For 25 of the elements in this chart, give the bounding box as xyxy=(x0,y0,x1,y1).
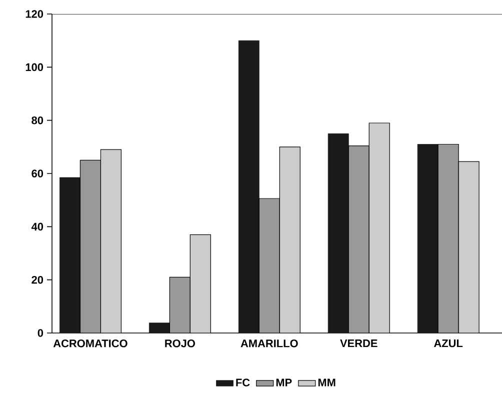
bar xyxy=(258,198,280,333)
bar xyxy=(80,160,102,333)
bar xyxy=(190,234,211,333)
y-tick-label: 20 xyxy=(32,276,44,284)
legend-label: MM xyxy=(318,378,336,386)
x-tick-label: ROJO xyxy=(165,340,195,348)
y-tick-label: 60 xyxy=(32,170,44,178)
y-tick-label: 40 xyxy=(31,222,44,231)
y-tick-label: 120 xyxy=(26,10,44,18)
x-tick-label: ACROMATICO xyxy=(53,340,128,348)
bar xyxy=(348,146,370,333)
y-tick-label: 80 xyxy=(32,116,44,124)
legend-label: MP xyxy=(276,378,292,386)
y-tick-label: 0 xyxy=(38,329,44,337)
bar xyxy=(368,122,390,333)
bar xyxy=(438,144,459,333)
bar xyxy=(458,161,480,333)
bar xyxy=(169,276,190,333)
y-tick-label: 100 xyxy=(26,63,44,72)
x-tick-label: VERDE xyxy=(340,340,378,348)
bar xyxy=(100,149,122,333)
x-tick-label: AZUL xyxy=(434,340,463,348)
x-tick-label: AMARILLO xyxy=(240,340,298,348)
legend-label: FC xyxy=(236,378,250,386)
bar xyxy=(279,146,300,333)
